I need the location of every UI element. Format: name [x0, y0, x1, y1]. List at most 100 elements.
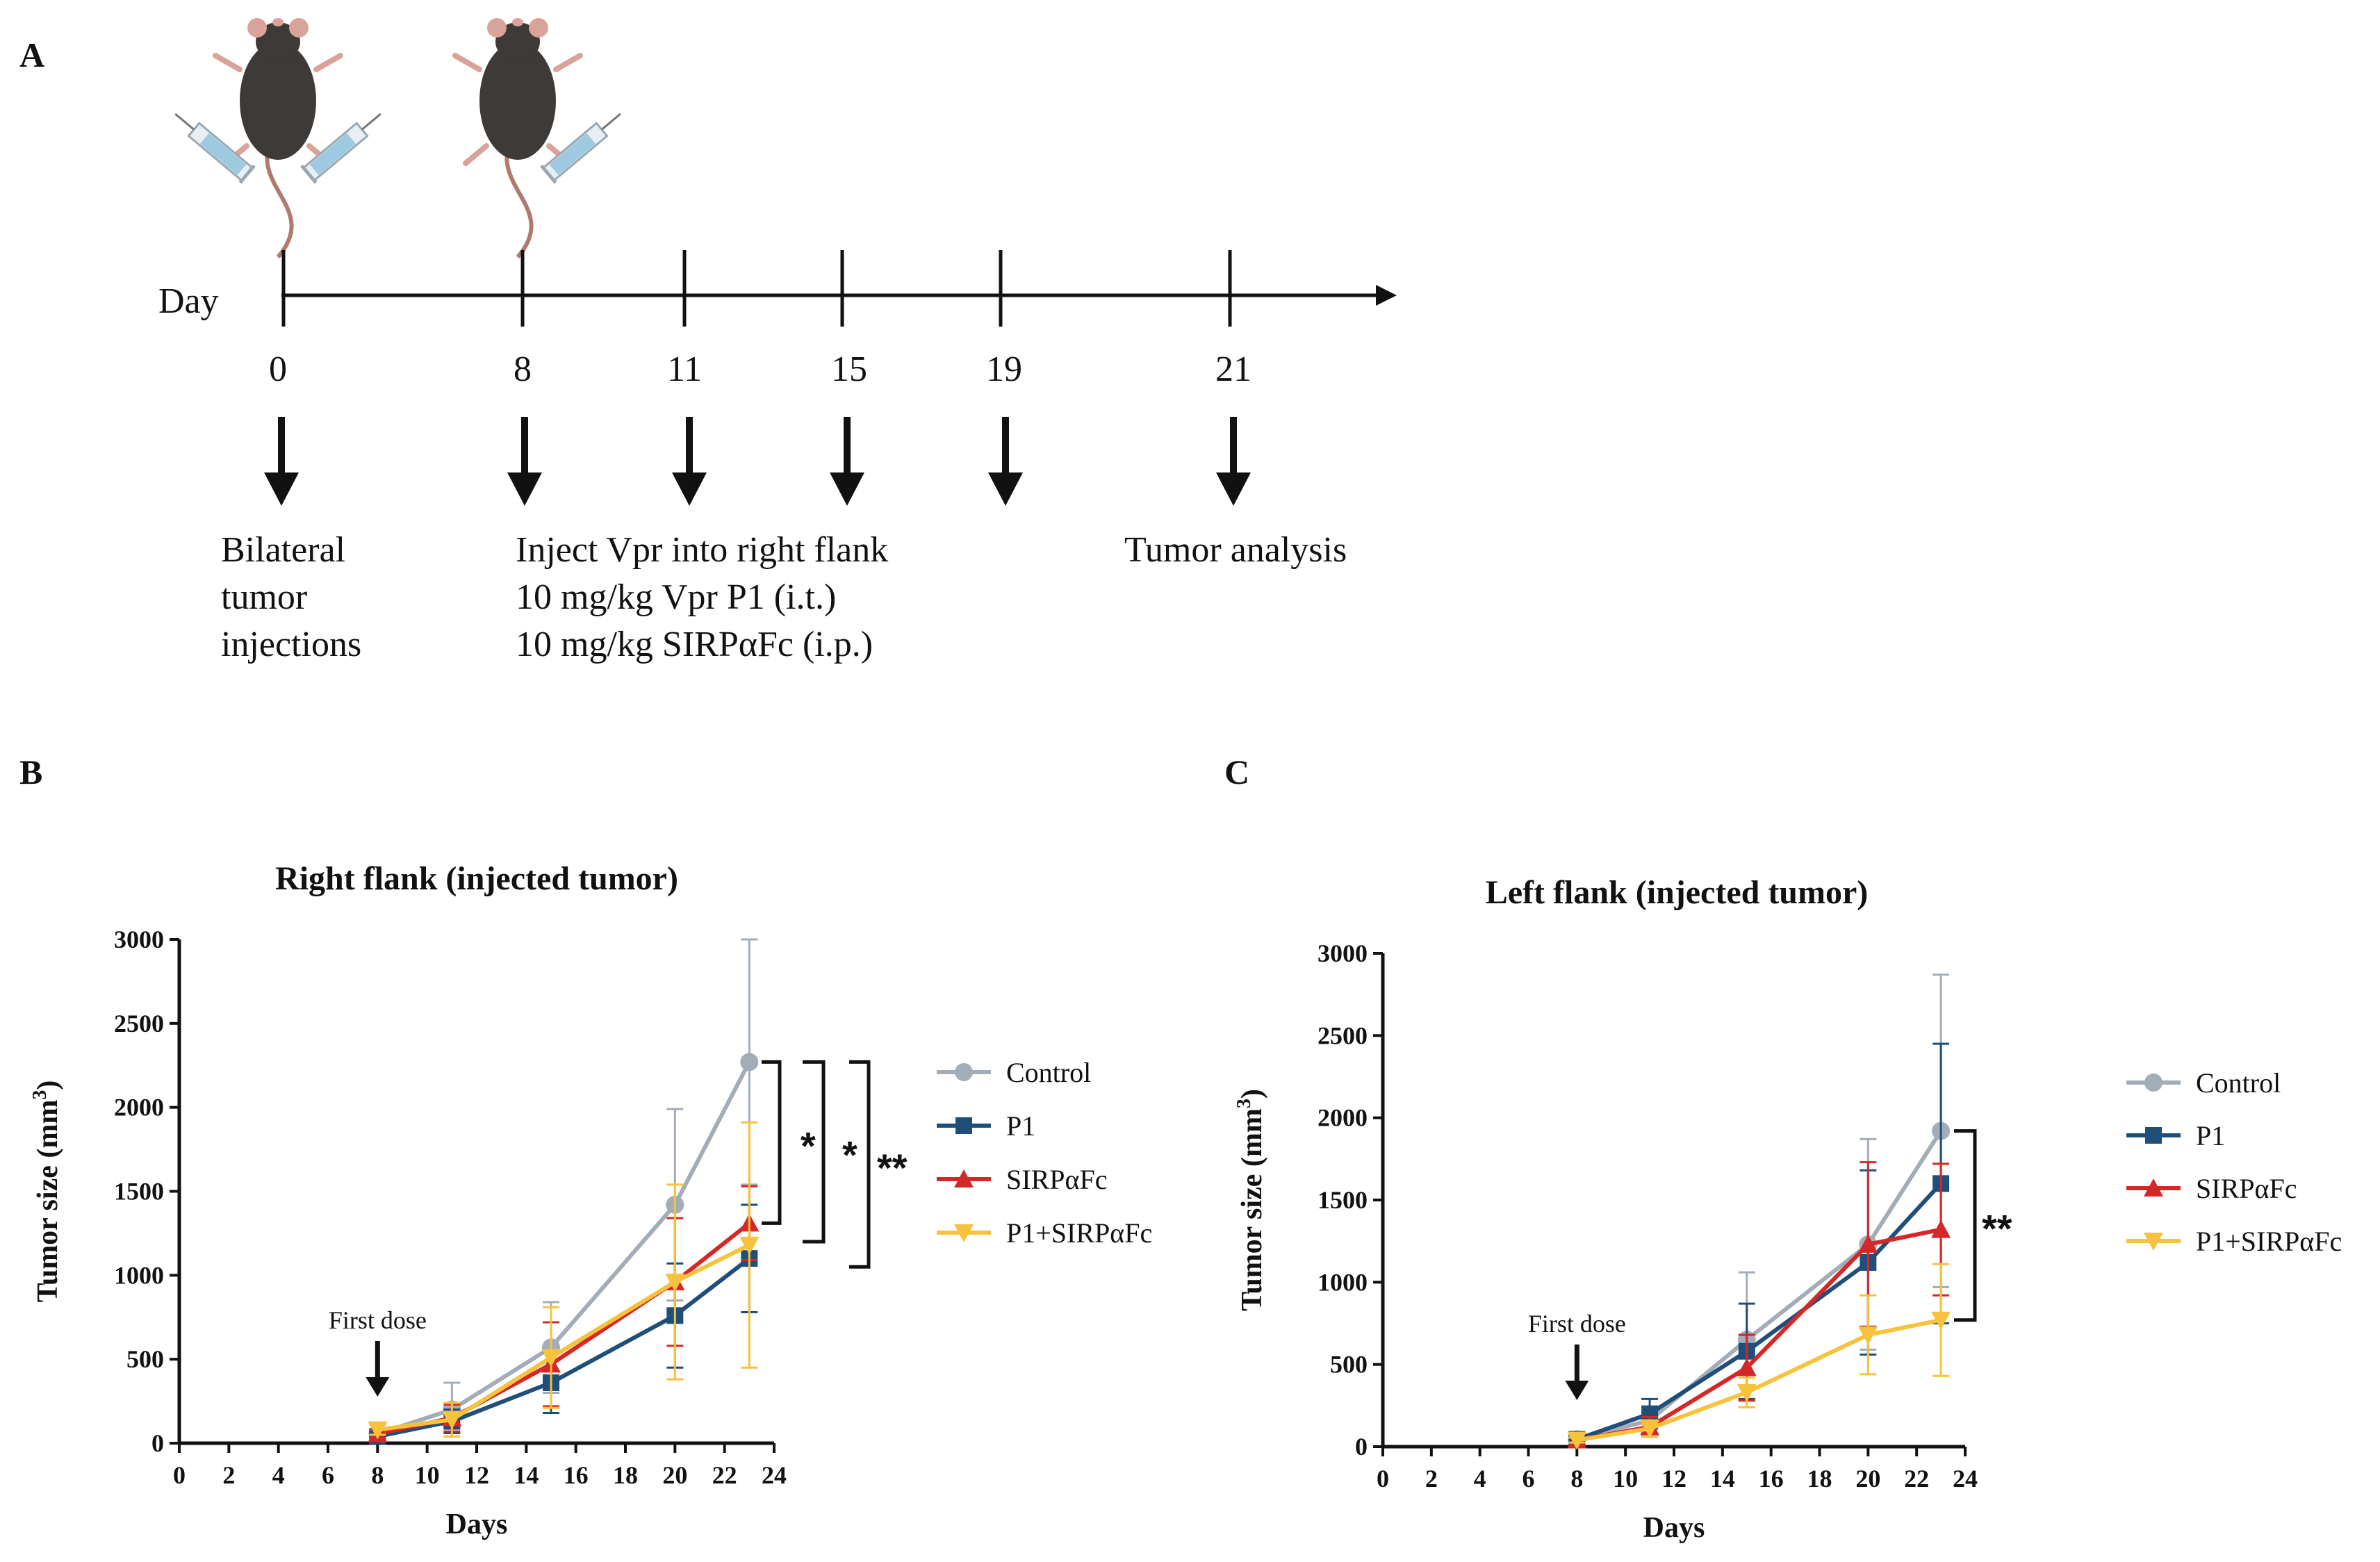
x-tick-label: 6 [1523, 1465, 1535, 1493]
y-axis-label-superscript: 3 [29, 1090, 51, 1100]
data-point [1567, 1431, 1587, 1450]
timeline-day-label: 8 [514, 350, 532, 389]
y-tick-label: 500 [126, 1345, 164, 1373]
x-tick-label: 4 [272, 1461, 285, 1489]
down-arrow-icon [988, 472, 1023, 506]
x-tick-label: 6 [322, 1461, 334, 1489]
series-line [1576, 1129, 1943, 1442]
chart-title: Right flank (injected tumor) [275, 860, 678, 897]
down-arrow-icon [1216, 472, 1251, 506]
y-tick-label: 1000 [114, 1261, 164, 1289]
legend-label: P1+SIRPαFc [1006, 1217, 1152, 1249]
event-text-line: tumor [221, 577, 307, 617]
timeline-day-0: 0 [264, 250, 299, 506]
down-arrow-icon [264, 472, 299, 506]
y-axis-label: Tumor size (mm3) [29, 1080, 64, 1303]
event-text-line: 10 mg/kg Vpr P1 (i.t.) [516, 577, 836, 617]
legend-marker-icon [955, 1063, 973, 1081]
timeline-day-label: 15 [831, 350, 867, 389]
y-axis-label-text: Tumor size (mm [1236, 1108, 1268, 1311]
x-axis-label: Days [446, 1508, 508, 1540]
x-tick-label: 14 [514, 1461, 539, 1489]
x-tick-label: 24 [762, 1461, 787, 1489]
significance-label: * [801, 1124, 816, 1167]
timeline-day-15: 15 [830, 250, 867, 506]
first-dose-label: First dose [329, 1306, 427, 1334]
legend-marker-icon [2145, 1127, 2162, 1144]
series-line [1576, 1182, 1943, 1442]
timeline-day-21: 21 [1215, 250, 1251, 506]
series-p1-sirp-fc [368, 1121, 760, 1440]
x-tick-label: 18 [1807, 1465, 1832, 1493]
y-tick-label: 0 [1355, 1433, 1368, 1461]
bracket-line [762, 1060, 782, 1225]
legend-label: SIRPαFc [2196, 1173, 2297, 1204]
data-point [368, 1421, 388, 1440]
significance-label: ** [1982, 1207, 2012, 1251]
y-axis-label-superscript: 3 [1233, 1099, 1255, 1108]
timeline-day-label: 21 [1215, 350, 1251, 389]
timeline-arrowhead-icon [1376, 285, 1397, 306]
x-tick-label: 20 [1855, 1465, 1880, 1493]
legend-label: P1 [1006, 1110, 1035, 1142]
series-control [368, 938, 759, 1443]
event-text-line: Inject Vpr into right flank [516, 530, 888, 570]
event-text-line: Bilateral [221, 530, 345, 570]
legend-label: P1 [2196, 1120, 2225, 1151]
legend-marker-icon [2144, 1074, 2162, 1092]
y-tick-label: 1500 [114, 1178, 164, 1206]
panel-label-c: C [1224, 753, 1249, 791]
legend-item: P1 [937, 1110, 1035, 1142]
mouse-icon-bilateral [174, 18, 381, 258]
x-tick-label: 12 [1661, 1465, 1686, 1493]
bracket-line [849, 1060, 871, 1269]
y-tick-label: 500 [1330, 1351, 1368, 1379]
timeline-day-label: 11 [667, 350, 702, 389]
x-tick-label: 8 [1570, 1465, 1583, 1493]
event-tumor-analysis: Tumor analysis [1124, 530, 1347, 570]
timeline-day-8: 8 [507, 250, 542, 506]
panel-a: A [19, 18, 1397, 664]
chart-right-flank: Right flank (injected tumor) 0 500 1000 1500… [29, 860, 1152, 1540]
significance-label: * [842, 1133, 857, 1177]
mouse-icon-right-flank [452, 18, 621, 258]
significance-bracket: * [803, 1060, 857, 1244]
significance-bracket: * [762, 1060, 816, 1225]
down-arrow-icon [830, 472, 864, 506]
panel-b: B Right flank (injected tumor) 0 500 1000 15… [19, 753, 1152, 1540]
data-point [665, 1274, 685, 1292]
chart-left-flank: Left flank (injected tumor) 0 500 1000 1500 2… [1233, 874, 2342, 1544]
data-point [740, 1053, 759, 1071]
bracket-line [803, 1060, 826, 1244]
data-point [1858, 1234, 1878, 1253]
first-dose-arrow-icon [1565, 1381, 1589, 1400]
series-control [1568, 973, 1951, 1449]
first-dose-label: First dose [1528, 1310, 1626, 1338]
y-tick-label: 3000 [1318, 939, 1368, 967]
bracket-line [1954, 1129, 1977, 1322]
legend-item: P1 [2126, 1120, 2225, 1151]
x-tick-label: 2 [222, 1461, 235, 1489]
data-point [1737, 1383, 1757, 1402]
y-tick-label: 2000 [1318, 1104, 1368, 1132]
series-line [377, 1256, 751, 1439]
legend-label: Control [1006, 1057, 1091, 1088]
event-vpr-injection: Inject Vpr into right flank 10 mg/kg Vpr… [516, 530, 888, 664]
legend-item: P1+SIRPαFc [937, 1217, 1152, 1249]
timeline-day-11: 11 [667, 250, 707, 506]
legend-item: P1+SIRPαFc [2126, 1226, 2342, 1257]
x-tick-label: 14 [1710, 1465, 1735, 1493]
event-text-line: injections [221, 625, 361, 664]
timeline-day-label: 19 [986, 350, 1022, 389]
x-tick-label: 0 [1377, 1465, 1389, 1493]
significance-bracket: ** [1954, 1129, 2012, 1322]
significance-bracket: ** [849, 1060, 908, 1269]
legend-marker-icon [954, 1224, 974, 1242]
y-tick-label: 2000 [114, 1094, 164, 1121]
data-point [442, 1411, 462, 1430]
y-tick-label: 0 [151, 1429, 164, 1457]
timeline-day-19: 19 [986, 250, 1023, 506]
panel-c: C Left flank (injected tumor) 0 500 1000 150… [1224, 753, 2342, 1544]
legend-item: SIRPαFc [937, 1164, 1107, 1195]
